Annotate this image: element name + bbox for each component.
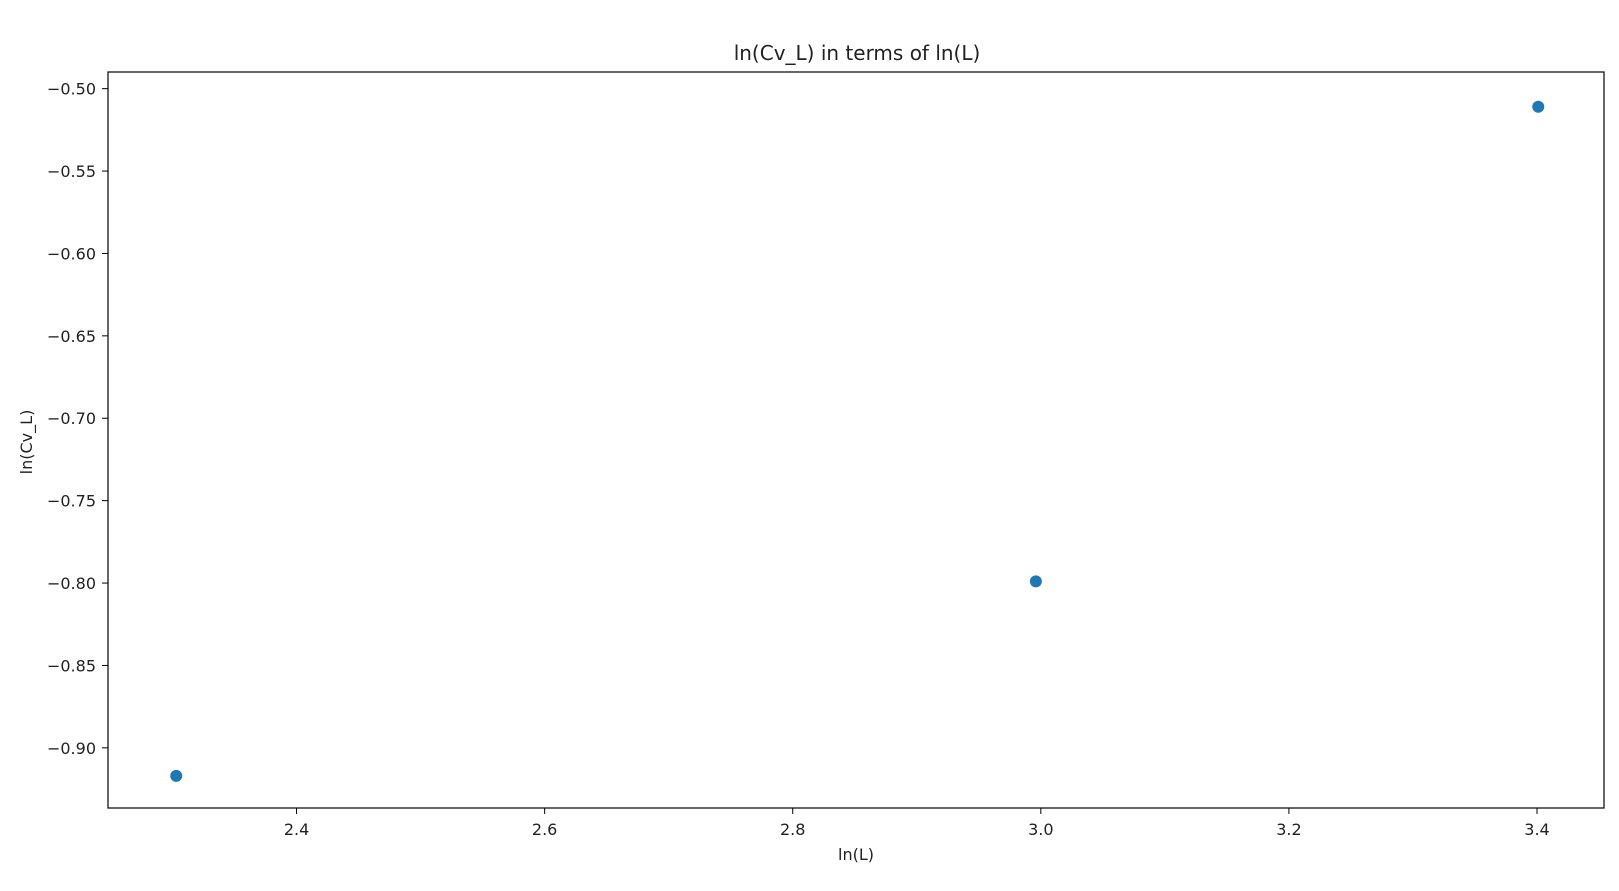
y-tick-label: −0.80	[47, 574, 96, 593]
chart-title: ln(Cv_L) in terms of ln(L)	[734, 41, 981, 65]
y-tick-label: −0.60	[47, 244, 96, 263]
x-tick-label: 2.4	[284, 820, 309, 839]
y-axis-ticks: −0.50 −0.55 −0.60 −0.65 −0.70 −0.75 −0.80 −0.85…	[47, 80, 108, 758]
x-tick-label: 2.8	[780, 820, 805, 839]
scatter-point	[1029, 575, 1042, 588]
x-tick-label: 3.2	[1276, 820, 1301, 839]
y-tick-label: −0.75	[47, 492, 96, 511]
y-tick-label: −0.55	[47, 162, 96, 181]
x-axis-label: ln(L)	[838, 845, 874, 864]
y-tick-label: −0.85	[47, 656, 96, 675]
y-tick-label: −0.50	[47, 80, 96, 99]
scatter-point	[170, 769, 183, 782]
y-tick-label: −0.70	[47, 409, 96, 428]
x-axis-ticks: 2.4 2.6 2.8 3.0 3.2 3.4	[284, 808, 1550, 839]
x-tick-label: 3.0	[1028, 820, 1053, 839]
plot-frame	[107, 71, 1605, 809]
y-tick-label: −0.65	[47, 327, 96, 346]
y-tick-label: −0.90	[47, 739, 96, 758]
y-axis-label: ln(Cv_L)	[17, 410, 37, 475]
scatter-point	[1532, 100, 1545, 113]
data-points	[170, 100, 1545, 782]
x-tick-label: 3.4	[1524, 820, 1549, 839]
x-tick-label: 2.6	[532, 820, 557, 839]
